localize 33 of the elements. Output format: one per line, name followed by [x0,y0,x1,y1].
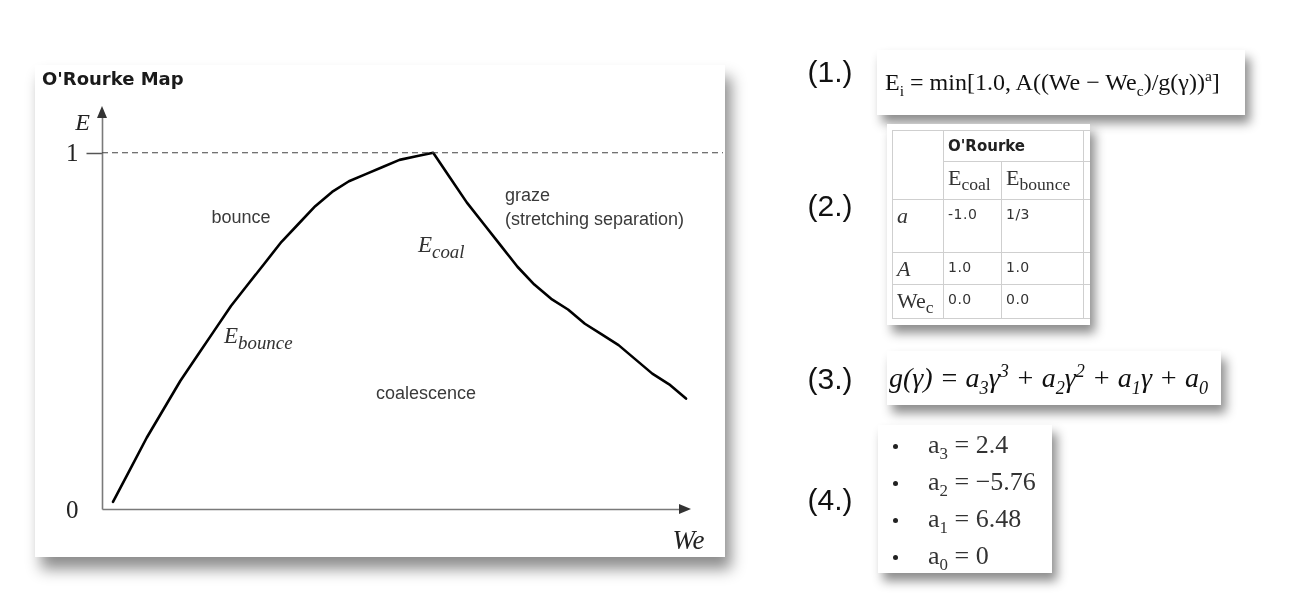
annotation: graze (stretching separation) [505,184,685,231]
text: 1.0 [944,253,1002,285]
text: a$_{1}$ = 6.48 [928,504,1022,538]
y-axis-title: E [74,108,91,135]
text: (2.) [807,189,853,222]
x-axis-title: We [672,524,705,555]
text: (4.) [807,483,853,516]
text: -1.0 [944,200,1002,253]
y-tick-label: 1 [66,139,79,167]
text: 1.0 [1002,253,1084,285]
y-tick-label: 0 [66,495,79,523]
annotation: bounce [211,206,271,229]
text: g(γ) = a$_{3}$γ$^{3}$ + a$_{2}$γ$^{2}$ + a$_{1}$γ + a$_{0}$ [889,360,1208,398]
text: E$_{bounce}$ [1002,162,1084,200]
annotation: E$_{bounce}$ [224,323,293,353]
text: a$_{0}$ = 0 [928,541,989,575]
line-series [111,151,688,504]
chart-title: O'Rourke Map [42,68,184,89]
text: O'Rourke [944,131,1084,162]
text: (3.) [807,362,853,395]
text: E$_{i}$ = min[1.0, A((We − We$_{c}$)/g(γ))$^{a}$] [885,67,1220,99]
text: (1.) [807,55,853,88]
text: 1/3 [1002,200,1084,253]
text: a [893,200,944,253]
text: A [893,253,944,285]
text: 0.0 [944,285,1002,319]
text: E$_{coal}$ [944,162,1002,200]
text: a$_{3}$ = 2.4 [928,430,1009,464]
text: We$_{c}$ [893,285,944,319]
annotation: E$_{coal}$ [418,232,465,262]
text: 0.0 [1002,285,1084,319]
text: a$_{2}$ = −5.76 [928,467,1036,501]
annotation: coalescence [375,382,477,405]
